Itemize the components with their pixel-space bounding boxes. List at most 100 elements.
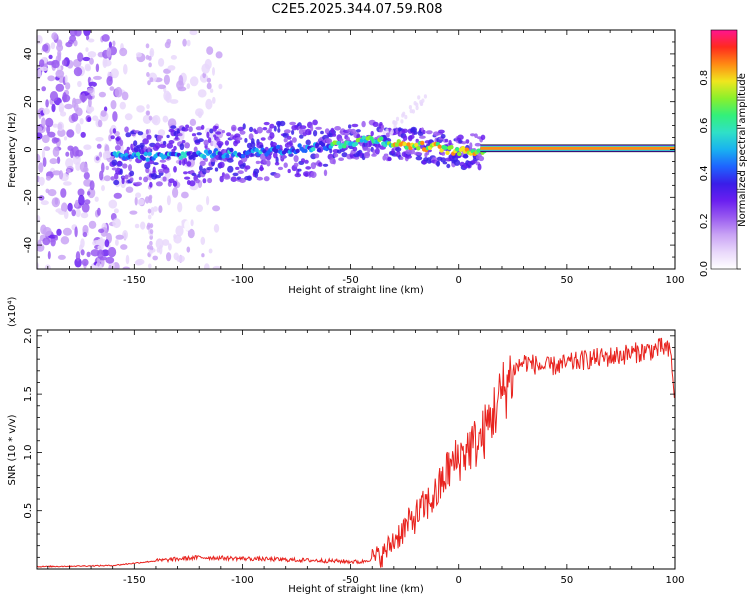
spectrogram-noise-cell [77,52,84,62]
spectrogram-halo-cell [129,170,135,177]
spectrogram-noise-cell [393,124,397,129]
spectrogram-halo-cell [310,125,314,132]
spectrogram-noise-cell [196,204,203,213]
spectrogram-noise-cell [81,258,89,266]
spectrogram-noise-cell [64,74,68,84]
spectrogram-halo-cell [219,175,224,183]
spectrogram-ridge-cell [147,151,152,157]
spectrogram-noise-cell [63,181,72,186]
spectrogram-halo-cell [297,168,302,172]
spectrogram-halo-cell [181,140,186,144]
spectrogram-halo-cell [372,121,379,127]
spectrogram-halo-cell [119,168,123,175]
spectrogram-noise-cell [206,46,214,55]
x-tick-label: 100 [665,575,684,586]
spectrogram-halo-cell [154,175,161,179]
spectrogram-halo-cell [117,160,122,166]
spectrogram-halo-cell [262,159,267,165]
spectrogram-halo-cell [323,169,328,177]
spectrogram-noise-cell [108,265,112,269]
spectrogram-noise-cell [148,198,153,204]
spectrogram-noise-cell [72,146,79,157]
x-tick-label: 50 [560,575,573,586]
spectrogram-noise-cell [66,168,71,174]
spectrogram-noise-cell [48,234,58,239]
spectrogram-halo-cell [399,156,404,160]
y-tick-label: -20 [23,189,34,205]
colorbar-tick-label: 0.2 [699,213,710,229]
spectrogram-noise-cell [157,129,166,137]
spectrogram-ridge-cell [379,136,384,141]
spectrogram-halo-cell [298,128,304,135]
spectrogram-halo-cell [202,178,207,184]
spectrogram-halo-cell [129,177,134,182]
spectrogram-noise-cell [212,205,221,212]
spectrogram-halo-cell [178,160,182,166]
spectrogram-noise-cell [77,188,85,197]
spectrogram-noise-cell [88,220,97,229]
spectrogram-halo-cell [277,166,284,171]
spectrogram-noise-cell [60,236,70,245]
spectrogram-halo-cell [387,157,392,161]
spectrogram-noise-cell [103,175,111,182]
spectrogram-halo-cell [124,174,129,180]
spectrogram-noise-cell [145,54,150,60]
spectrogram-noise-cell [134,223,140,229]
spectrogram-halo-cell [341,152,348,158]
spectrogram-noise-cell [43,146,51,151]
spectrogram-noise-cell [75,123,81,135]
spectrogram-halo-cell [305,139,311,146]
spectrogram-ridge-cell [439,148,444,153]
spectrogram-halo-cell [235,137,243,141]
spectrogram-halo-cell [168,140,175,144]
spectrogram-halo-cell [188,126,193,133]
spectrogram-halo-cell [283,162,288,168]
spectrogram-noise-cell [97,256,101,267]
spectrogram-noise-cell [104,239,110,248]
spectrogram-halo-cell [210,158,216,163]
spectrogram-noise-cell [75,107,83,117]
spectrogram-noise-cell [86,35,90,41]
spectrogram-halo-cell [234,139,241,144]
spectrogram-halo-cell [157,168,165,173]
spectrogram-noise-cell [40,200,49,206]
spectrogram-halo-cell [273,125,277,132]
spectrogram-ridge-cell [275,144,281,150]
spectrogram-halo-cell [152,166,156,174]
spectrogram-halo-cell [409,134,415,139]
spectrogram-halo-cell [259,144,264,149]
spectrogram-noise-cell [148,263,152,269]
spectrogram-halo-cell [274,161,280,166]
spectrogram-noise-cell [134,196,138,206]
spectrogram-noise-cell [88,81,97,88]
spectrogram-halo-cell [111,159,118,166]
spectrogram-halo-cell [348,124,352,129]
spectrogram-halo-cell [381,124,385,131]
spectrogram-halo-cell [162,169,170,174]
spectrogram-noise-cell [186,39,191,47]
spectrogram-halo-cell [137,131,144,136]
spectrogram-halo-cell [214,125,219,130]
spectrogram-ridge-cell [202,154,207,159]
spectrogram-halo-cell [183,171,188,175]
spectrogram-noise-cell [65,41,73,48]
spectrogram-halo-cell [329,147,333,154]
spectrogram-noise-cell [80,131,86,138]
spectrogram-halo-cell [124,126,129,133]
spectrogram-noise-cell [186,246,191,253]
spectrogram-noise-cell [106,76,113,86]
spectrogram-noise-cell [206,195,210,206]
spectrogram-noise-cell [404,114,408,120]
spectrogram-ridge-cell [145,157,150,162]
spectrogram-halo-cell [121,177,125,185]
spectrogram-noise-cell [166,38,172,45]
spectrogram-halo-cell [382,155,387,161]
spectrogram-halo-cell [177,133,183,137]
spectrogram-noise-cell [148,115,153,121]
spectrogram-halo-cell [199,160,206,167]
spectrogram-ridge-cell [229,147,234,153]
colorbar-tick-label: 0.4 [699,165,710,181]
spectrogram-halo-cell [352,146,358,152]
spectrogram-noise-cell [87,38,95,43]
